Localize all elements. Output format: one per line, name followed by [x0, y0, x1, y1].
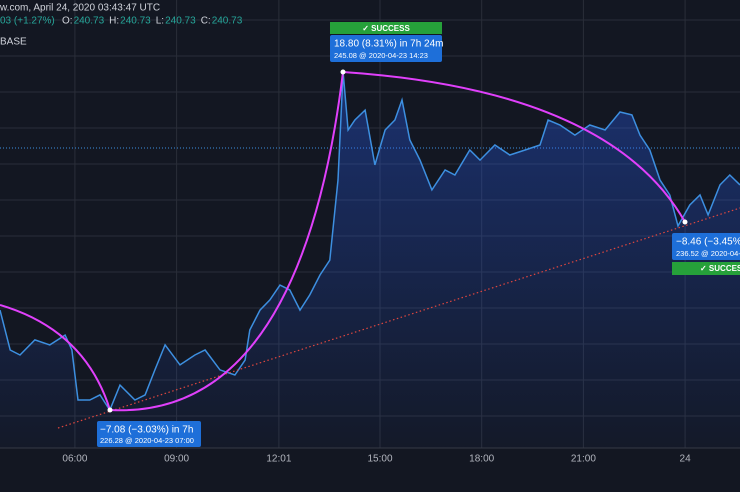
annotation-text: 18.80 (8.31%) in 7h 24m [334, 39, 444, 50]
annotation: −7.08 (−3.03%) in 7h 226.28 @ 2020-04-23… [97, 421, 201, 447]
x-tick-label: 09:00 [164, 454, 189, 465]
x-tick-label: 18:00 [469, 454, 494, 465]
annotation-text: 245.08 @ 2020-04-23 14:23 [334, 51, 428, 60]
price-line-series [0, 71, 740, 412]
ohlc-value: 240.73 [74, 16, 105, 27]
ohlc-label: C: [201, 16, 211, 27]
x-tick-label: 24 [680, 454, 692, 465]
annotation: ✓ SUCCESS 18.80 (8.31%) in 7h 24m 245.08… [330, 22, 444, 62]
ohlc-label: L: [156, 16, 164, 27]
pattern-points [107, 69, 688, 413]
ohlc-value: 240.73 [165, 16, 196, 27]
x-tick-label: 06:00 [62, 454, 87, 465]
status: ✓ SUCCESS [362, 24, 410, 33]
status: ✓ SUCCES [700, 264, 740, 273]
study-label: BASE [0, 37, 27, 48]
pattern-curves [0, 71, 686, 412]
x-tick-label: 12:01 [266, 454, 291, 465]
header-change: 03 (+1.27%) [0, 16, 55, 27]
x-tick-label: 21:00 [571, 454, 596, 465]
annotation-text: 236.52 @ 2020-04-2 [676, 249, 740, 258]
ohlc-label: O: [62, 16, 73, 27]
ohlc-label: H: [109, 16, 119, 27]
ohlc-value: 240.73 [212, 16, 243, 27]
ohlc-value: 240.73 [120, 16, 151, 27]
annotation-text: −7.08 (−3.03%) in 7h [100, 425, 193, 436]
trend-line [57, 207, 740, 429]
header: w.com, April 24, 2020 03:43:47 UTC 03 (+… [0, 3, 243, 48]
annotation-text: −8.46 (−3.45%) [676, 237, 740, 248]
annotation: −8.46 (−3.45%) 236.52 @ 2020-04-2 ✓ SUCC… [672, 233, 740, 275]
header-source: w.com, April 24, 2020 03:43:47 UTC [0, 3, 160, 14]
area [0, 71, 740, 448]
x-tick-label: 15:00 [367, 454, 392, 465]
annotation-text: 226.28 @ 2020-04-23 07:00 [100, 436, 194, 445]
